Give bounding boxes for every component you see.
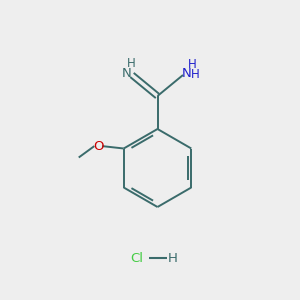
Text: H: H (188, 58, 197, 71)
Text: Cl: Cl (130, 251, 143, 265)
Text: H: H (168, 251, 177, 265)
Text: O: O (93, 140, 104, 153)
Text: N: N (182, 67, 191, 80)
Text: N: N (122, 67, 131, 80)
Text: H: H (191, 68, 200, 82)
Text: H: H (127, 57, 136, 70)
